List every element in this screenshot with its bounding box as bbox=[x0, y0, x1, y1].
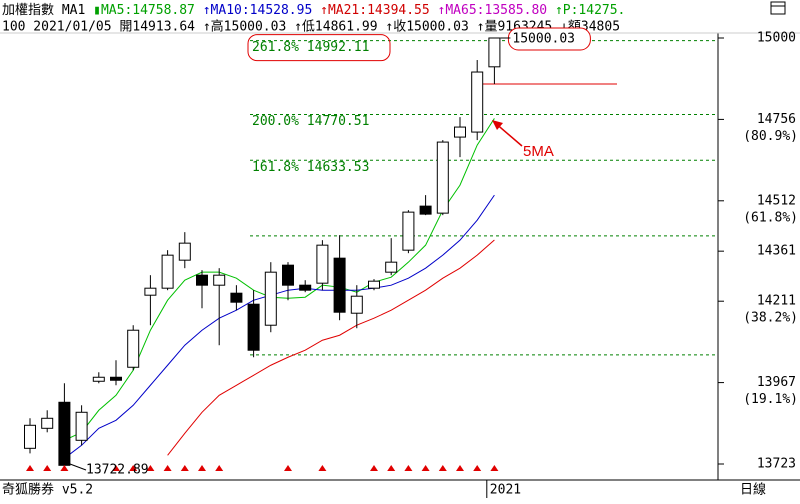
signal-marker bbox=[490, 465, 499, 471]
header-segment: ▮MA5:14758.87 bbox=[93, 3, 203, 18]
y-tick-percent: (38.2%) bbox=[743, 311, 798, 326]
signal-marker bbox=[421, 465, 430, 471]
signal-marker bbox=[438, 465, 447, 471]
fib-label: 200.0% 14770.51 bbox=[252, 114, 369, 129]
ma-arrowhead bbox=[492, 120, 503, 130]
signal-marker bbox=[198, 465, 206, 471]
candle-body bbox=[127, 329, 140, 368]
y-tick-label: 15000 bbox=[757, 31, 796, 46]
y-tick-label: 14512 bbox=[757, 193, 796, 208]
signal-marker bbox=[112, 465, 120, 471]
candle-body bbox=[92, 376, 105, 382]
candle-body bbox=[247, 303, 260, 351]
y-tick-label: 14211 bbox=[757, 294, 796, 309]
signal-marker bbox=[387, 465, 396, 471]
year-label: 2021 bbox=[490, 483, 521, 498]
signal-marker bbox=[370, 465, 378, 471]
candle-body bbox=[436, 141, 449, 214]
signal-marker bbox=[284, 465, 292, 471]
signal-marker bbox=[60, 465, 69, 471]
candle-body bbox=[264, 271, 277, 326]
candle-body bbox=[144, 287, 157, 296]
candle-body bbox=[58, 401, 71, 466]
header-segment: 加權指數 MA1 bbox=[2, 3, 93, 18]
candle-body bbox=[471, 71, 484, 133]
candle-body bbox=[488, 37, 501, 68]
candle-body bbox=[161, 254, 174, 289]
y-tick-label: 13967 bbox=[757, 375, 796, 390]
y-tick-percent: (80.9%) bbox=[743, 129, 798, 144]
window-icon[interactable] bbox=[770, 1, 786, 15]
candle-body bbox=[385, 261, 398, 273]
header-segment: ↑MA65:13585.80 bbox=[438, 3, 555, 18]
signal-marker bbox=[26, 465, 34, 471]
signal-marker bbox=[404, 465, 413, 471]
candle-body bbox=[299, 284, 312, 291]
header-segment: ↑P:14275. bbox=[555, 3, 625, 18]
y-tick-percent: (61.8%) bbox=[743, 210, 798, 225]
candle-body bbox=[350, 295, 363, 314]
ma-line bbox=[64, 194, 495, 459]
header-segment: ↑MA21:14394.55 bbox=[320, 3, 437, 18]
candle-body bbox=[368, 280, 380, 289]
y-tick-label: 14361 bbox=[757, 244, 796, 259]
candle-body bbox=[454, 126, 466, 138]
low-annotation: 13722.89 bbox=[86, 463, 149, 478]
fib-label: 261.8% 14992.11 bbox=[252, 40, 369, 55]
y-tick-label: 13723 bbox=[757, 456, 796, 471]
candle-body bbox=[316, 244, 329, 284]
signal-marker bbox=[456, 465, 464, 471]
header-segment: ↑MA10:14528.95 bbox=[203, 3, 320, 18]
low-annotation-leader bbox=[69, 463, 87, 471]
candle-body bbox=[75, 411, 88, 441]
signal-marker bbox=[129, 465, 138, 471]
candle-body bbox=[419, 205, 432, 215]
candle-body bbox=[213, 274, 226, 286]
y-tick-label: 14756 bbox=[757, 112, 796, 127]
app-name: 奇狐勝券 v5.2 bbox=[2, 482, 93, 498]
candle-body bbox=[24, 424, 36, 449]
signal-marker bbox=[146, 465, 155, 471]
period-label: 日線 bbox=[740, 482, 766, 498]
y-tick-percent: (19.1%) bbox=[743, 392, 798, 407]
ma-annotation: 5MA bbox=[523, 143, 554, 160]
candle-body bbox=[402, 211, 415, 251]
high-annotation-box bbox=[507, 27, 591, 51]
header-line1: 加權指數 MA1 ▮MA5:14758.87 ↑MA10:14528.95 ↑M… bbox=[2, 3, 625, 18]
ma-line bbox=[167, 239, 495, 456]
signal-marker bbox=[318, 465, 327, 471]
signal-marker bbox=[163, 465, 172, 471]
signal-marker bbox=[473, 465, 482, 471]
candle-body bbox=[230, 292, 243, 303]
fib-label: 161.8% 14633.53 bbox=[252, 160, 369, 175]
high-annotation: 15000.03 bbox=[512, 31, 575, 46]
candle-body bbox=[196, 274, 208, 286]
candle-body bbox=[110, 376, 122, 381]
candle-body bbox=[178, 242, 191, 261]
candle-body bbox=[41, 417, 54, 429]
signal-marker bbox=[43, 465, 52, 471]
header-line2: 100 2021/01/05 開14913.64 ↑高15000.03 ↑低14… bbox=[2, 19, 620, 35]
signal-marker bbox=[215, 465, 224, 471]
fib-box bbox=[247, 34, 391, 62]
signal-marker bbox=[180, 465, 189, 471]
candle-body bbox=[333, 257, 346, 313]
candle-body bbox=[282, 264, 294, 286]
